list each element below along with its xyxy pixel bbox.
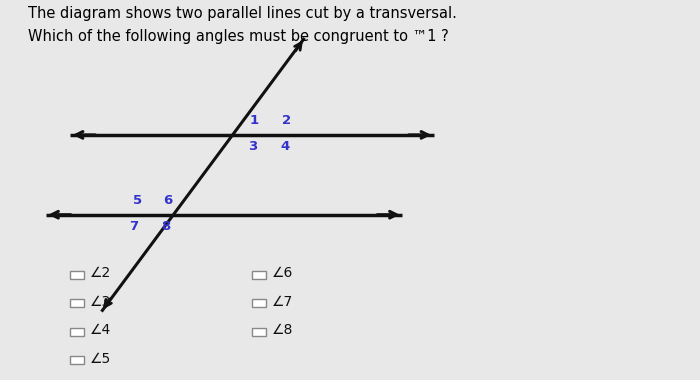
Text: ∠7: ∠7: [272, 295, 293, 309]
Text: 1: 1: [250, 114, 259, 127]
Text: 6: 6: [163, 194, 172, 207]
Bar: [252, 299, 266, 307]
Text: 5: 5: [133, 194, 142, 207]
Text: ∠5: ∠5: [90, 352, 111, 366]
Text: ∠6: ∠6: [272, 266, 293, 280]
Text: ∠2: ∠2: [90, 266, 111, 280]
Text: ∠3: ∠3: [90, 295, 111, 309]
Bar: [70, 299, 84, 307]
Bar: [70, 328, 84, 336]
Bar: [70, 271, 84, 279]
Bar: [70, 356, 84, 364]
Text: Which of the following angles must be congruent to ™1 ?: Which of the following angles must be co…: [28, 28, 449, 43]
Text: 2: 2: [282, 114, 291, 127]
Text: 4: 4: [281, 140, 290, 153]
Bar: [252, 328, 266, 336]
Text: 8: 8: [162, 220, 171, 233]
Text: ∠8: ∠8: [272, 323, 293, 337]
Text: 3: 3: [248, 140, 257, 153]
Text: The diagram shows two parallel lines cut by a transversal.: The diagram shows two parallel lines cut…: [28, 6, 457, 21]
Bar: [252, 271, 266, 279]
Text: 7: 7: [129, 220, 138, 233]
Text: ∠4: ∠4: [90, 323, 111, 337]
